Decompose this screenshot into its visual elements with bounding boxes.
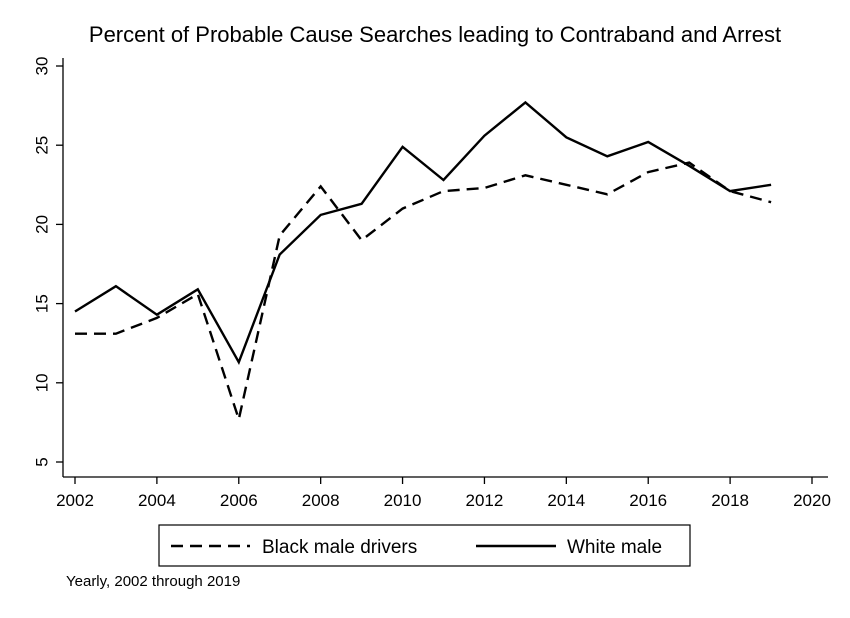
chart-title: Percent of Probable Cause Searches leadi… <box>88 22 782 47</box>
y-tick-label: 15 <box>32 294 51 313</box>
legend-label: Black male drivers <box>262 537 417 558</box>
y-tick-label: 10 <box>32 373 51 392</box>
x-tick-label: 2004 <box>138 491 176 510</box>
series-line-black-male-drivers <box>75 161 772 424</box>
y-tick-label: 30 <box>32 57 51 76</box>
x-tick-label: 2016 <box>629 491 667 510</box>
chart-note: Yearly, 2002 through 2019 <box>66 573 241 590</box>
legend-label: White male <box>567 537 662 558</box>
x-tick-label: 2012 <box>466 491 504 510</box>
series-lines <box>74 100 772 424</box>
y-tick-label: 20 <box>32 215 51 234</box>
y-tick-label: 5 <box>32 457 51 466</box>
x-tick-label: 2002 <box>56 491 94 510</box>
y-tick-label: 25 <box>32 136 51 155</box>
x-tick-label: 2020 <box>793 491 831 510</box>
x-tick-label: 2014 <box>547 491 585 510</box>
x-tick-label: 2010 <box>384 491 422 510</box>
x-tick-label: 2006 <box>220 491 258 510</box>
x-tick-label: 2008 <box>302 491 340 510</box>
legend: Black male drivers White male <box>158 524 691 567</box>
x-tick-label: 2018 <box>711 491 749 510</box>
series-line-white-male <box>74 100 772 366</box>
axes: 5 10 15 20 25 30 2002 2004 2006 2008 2010 2012 2014 2… <box>32 57 830 510</box>
